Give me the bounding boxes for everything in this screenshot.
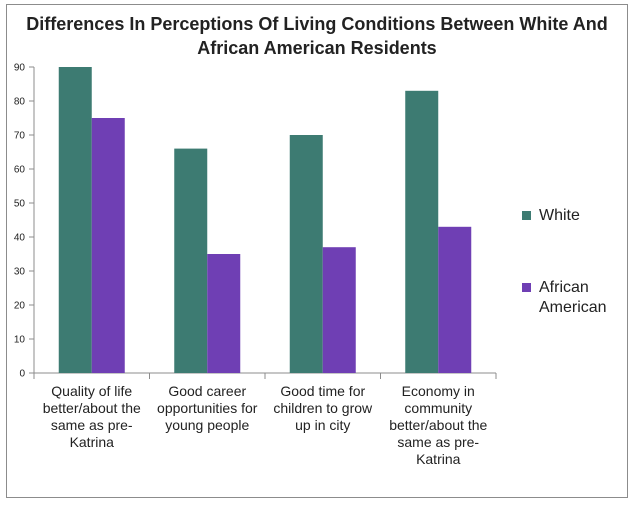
- y-tick-label: 10: [14, 335, 26, 346]
- x-tick-label: Good time for children to grow up in cit…: [273, 383, 373, 433]
- y-tick-label: 90: [14, 63, 26, 74]
- bar-white: [58, 67, 92, 373]
- legend-label-white: White: [539, 207, 580, 224]
- x-tick-label: Good career opportunities for young peop…: [157, 383, 258, 433]
- legend-swatch-african-american: [522, 283, 531, 292]
- y-tick-label: 60: [14, 165, 26, 176]
- bar-white: [174, 148, 208, 373]
- bar-african-american: [438, 226, 472, 373]
- bar-african-american: [322, 247, 356, 373]
- bar-african-american: [207, 254, 241, 373]
- y-tick-label: 30: [14, 267, 26, 278]
- legend-swatch-white: [522, 211, 531, 220]
- y-tick-label: 80: [14, 97, 26, 108]
- chart-title: Differences In Perceptions Of Living Con…: [26, 14, 608, 58]
- chart-bars: [58, 67, 472, 374]
- x-tick-label: Quality of life better/about the same as…: [42, 383, 141, 450]
- y-tick-label: 0: [19, 369, 25, 380]
- y-tick-label: 40: [14, 233, 26, 244]
- y-axis-ticks: 0 10 20 30 40 50 60 70 80 90: [14, 63, 34, 380]
- legend-label-african-american: African American: [539, 279, 607, 316]
- y-tick-label: 50: [14, 199, 26, 210]
- y-tick-label: 70: [14, 131, 26, 142]
- y-tick-label: 20: [14, 301, 26, 312]
- bar-white: [405, 90, 439, 374]
- bar-african-american: [91, 118, 125, 373]
- x-tick-label: Economy in community better/about the sa…: [389, 383, 488, 467]
- bar-white: [289, 135, 323, 373]
